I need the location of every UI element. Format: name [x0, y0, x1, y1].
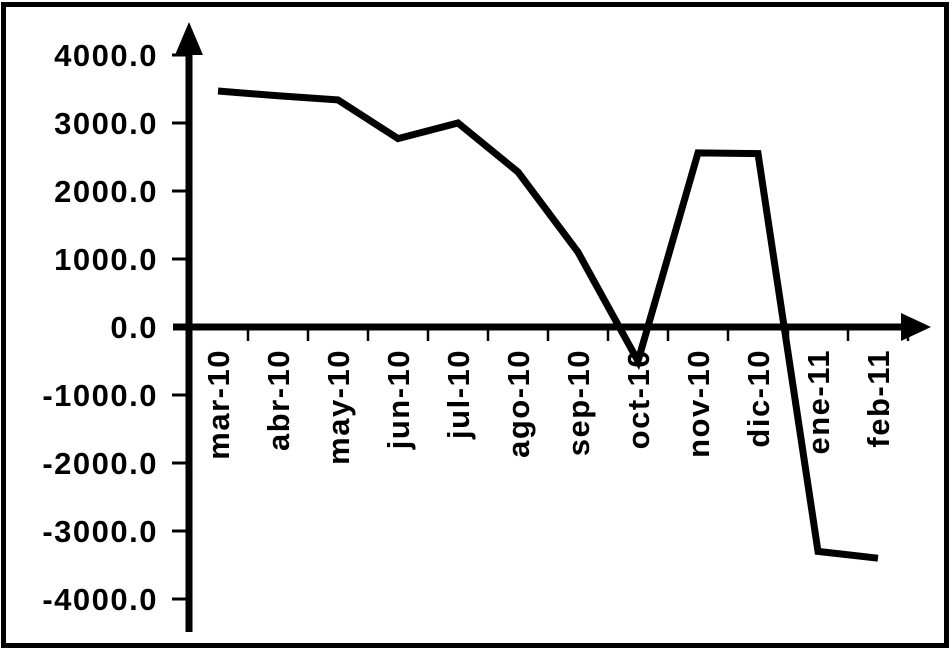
- y-axis-tick-label: -2000.0: [42, 446, 158, 481]
- x-axis-tick-label: ene-11: [801, 349, 836, 455]
- x-axis-ticks: [246, 329, 910, 341]
- y-axis-tick-labels: 4000.0 3000.0 2000.0 1000.0 0.0 -1000.0 -2000.…: [42, 38, 158, 617]
- y-axis-tick-label: 2000.0: [54, 174, 158, 209]
- y-axis-tick-label: -3000.0: [42, 514, 158, 549]
- x-axis-arrow-icon: [901, 313, 931, 341]
- x-axis-tick-labels: mar-10 abr-10 may-10 jun-10 jul-10 ago-10 sep-…: [201, 349, 896, 465]
- x-axis-tick-label: sep-10: [561, 349, 596, 456]
- y-axis-tick-label: 0.0: [110, 310, 158, 345]
- x-axis-tick-label: abr-10: [261, 349, 296, 451]
- y-axis-ticks: [172, 53, 190, 601]
- y-axis-tick-label: 4000.0: [54, 38, 158, 73]
- y-axis-arrow-icon: [175, 22, 203, 55]
- y-axis-tick-label: -1000.0: [42, 378, 158, 413]
- data-line-series: [217, 87, 879, 562]
- x-axis-tick-label: mar-10: [201, 349, 236, 460]
- x-axis-tick-label: may-10: [321, 349, 356, 465]
- x-axis-tick-label: jun-10: [381, 349, 416, 450]
- x-axis-tick-label: feb-11: [861, 349, 896, 448]
- x-axis-tick-label: jul-10: [441, 349, 476, 440]
- x-axis-tick-label: dic-10: [741, 349, 776, 448]
- y-axis-tick-label: 3000.0: [54, 106, 158, 141]
- x-axis-tick-label: nov-10: [681, 349, 716, 458]
- y-axis-tick-label: -4000.0: [42, 582, 158, 617]
- x-axis-tick-label: ago-10: [501, 349, 536, 458]
- y-axis-tick-label: 1000.0: [54, 242, 158, 277]
